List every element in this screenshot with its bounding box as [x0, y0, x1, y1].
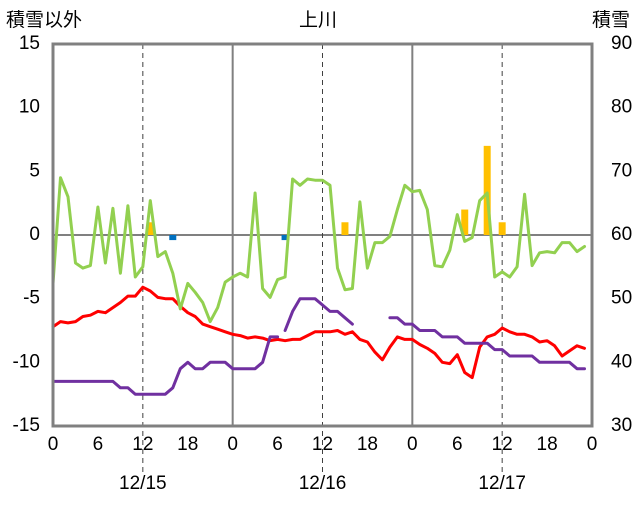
day-label: 12/15 [119, 473, 167, 494]
wind-line [51, 176, 586, 324]
precipitation-bar [461, 209, 469, 235]
precipitation-bar [146, 222, 154, 235]
snow_depth-line-segment [388, 316, 586, 371]
right-tick-label: 80 [611, 97, 632, 118]
snowfall-bar [169, 235, 177, 241]
left-tick-label: -10 [13, 351, 40, 372]
right-tick-label: 30 [611, 415, 632, 436]
day-label: 12/17 [478, 473, 526, 494]
left-tick-label: -5 [23, 288, 40, 309]
precipitation-bar [341, 222, 349, 235]
x-tick-label: 0 [407, 434, 418, 455]
chart-title: 上川 [299, 9, 337, 31]
x-tick-label: 6 [272, 434, 283, 455]
x-tick-label: 12 [312, 434, 333, 455]
day-label: 12/16 [299, 473, 347, 494]
x-tick-label: 18 [537, 434, 558, 455]
left-tick-label: -15 [13, 415, 40, 436]
plot-frame [51, 42, 594, 428]
right-tick-label: 50 [611, 288, 632, 309]
x-tick-label: 0 [227, 434, 238, 455]
left-tick-label: 5 [29, 160, 40, 181]
snow_depth-line-segment [283, 297, 354, 332]
precipitation-bar [483, 145, 491, 235]
bar-layer [146, 145, 506, 241]
x-tick-label: 6 [452, 434, 463, 455]
left-tick-label: 15 [19, 33, 40, 54]
right-tick-label: 90 [611, 33, 632, 54]
precipitation-bar [498, 222, 506, 235]
x-tick-label: 0 [48, 434, 59, 455]
x-tick-label: 18 [177, 434, 198, 455]
left-tick-label: 0 [29, 224, 40, 245]
x-tick-label: 12 [492, 434, 513, 455]
x-tick-label: 12 [132, 434, 153, 455]
snowfall-bar [281, 235, 289, 241]
left-tick-label: 10 [19, 97, 40, 118]
x-tick-label: 6 [93, 434, 104, 455]
right-tick-label: 60 [611, 224, 632, 245]
x-tick-label: 18 [357, 434, 378, 455]
left-axis-label: 積雪以外 [6, 9, 82, 31]
x-tick-label: 0 [587, 434, 598, 455]
snow_depth-line-segment [51, 335, 280, 396]
temperature-line [51, 285, 586, 380]
frame-layer [51, 42, 594, 428]
right-tick-label: 40 [611, 351, 632, 372]
right-tick-label: 70 [611, 160, 632, 181]
right-axis-label: 積雪 [592, 9, 630, 31]
line-layer [51, 176, 586, 396]
